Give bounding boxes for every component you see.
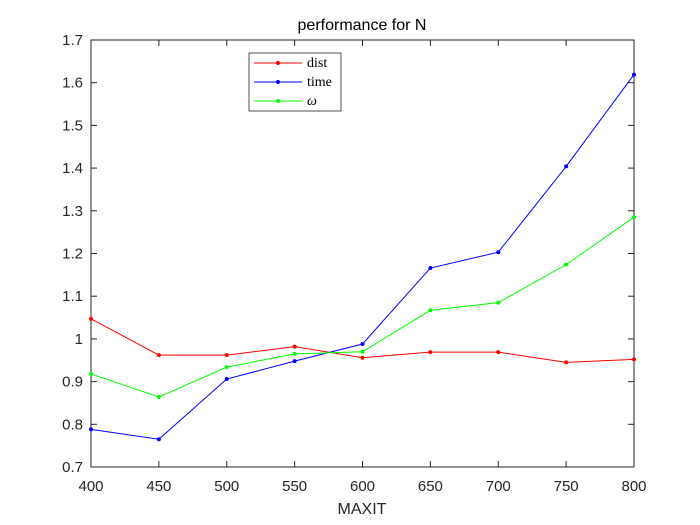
legend-marker-dist [276,61,280,65]
x-tick-label: 550 [282,478,307,495]
plot-area [90,39,635,468]
legend-marker-time [276,80,280,84]
data-point-dist [89,316,93,321]
axis-ticks: 400 450 500 550 600 650 700 750 800 0.7 0.8 0.9 1 1.1… [62,32,646,495]
legend-label-omega: ω [307,94,317,109]
series-lines [89,72,636,442]
y-tick-label: 1.4 [62,160,83,177]
data-point-dist [496,350,501,355]
legend-entries: dist time ω [254,56,332,109]
legend-label-dist: dist [307,56,327,71]
x-tick-label: 650 [418,478,443,495]
data-point-time [428,266,433,271]
x-tick-label: 500 [214,478,239,495]
x-tick-label: 400 [78,478,103,495]
y-tick-label: 1.2 [62,246,83,263]
data-point-time [360,342,365,347]
legend-marker-omega [276,99,280,103]
data-point-time [496,250,501,255]
data-point-time [156,437,161,442]
x-tick-label: 450 [146,478,171,495]
data-point-time [224,377,229,382]
data-point-dist [292,344,297,349]
y-tick-label: 1.6 [62,75,83,92]
x-tick-label: 700 [486,478,511,495]
y-tick-label: 1.5 [62,117,83,134]
y-tick-label: 1 [75,331,83,348]
y-tick-label: 1.1 [62,288,83,305]
data-point-dist [156,353,161,358]
data-point-omega [632,215,636,220]
y-tick-label: 1.7 [62,32,83,49]
legend: dist time ω [248,52,342,112]
x-tick-label: 750 [554,478,579,495]
data-point-dist [564,360,569,365]
chart-title: performance for N [298,17,427,34]
data-point-time [632,72,636,77]
data-point-omega [224,365,229,370]
data-point-omega [564,262,569,267]
data-point-dist [428,350,433,355]
data-point-omega [156,394,161,399]
data-point-dist [360,355,365,360]
data-point-dist [224,353,229,358]
data-point-omega [360,349,365,354]
data-point-time [564,164,569,169]
data-point-dist [632,357,636,362]
x-axis-label: MAXIT [338,501,387,518]
x-tick-label: 800 [621,478,646,495]
y-tick-label: 0.8 [62,416,83,433]
y-tick-label: 0.9 [62,374,83,391]
legend-label-time: time [307,75,332,90]
data-point-omega [292,351,297,356]
data-point-time [292,359,297,364]
data-point-omega [89,371,93,376]
y-tick-label: 1.3 [62,203,83,220]
data-point-omega [428,308,433,313]
x-tick-label: 600 [350,478,375,495]
data-point-time [89,427,93,432]
data-point-omega [496,300,501,305]
y-tick-label: 0.7 [62,459,83,476]
